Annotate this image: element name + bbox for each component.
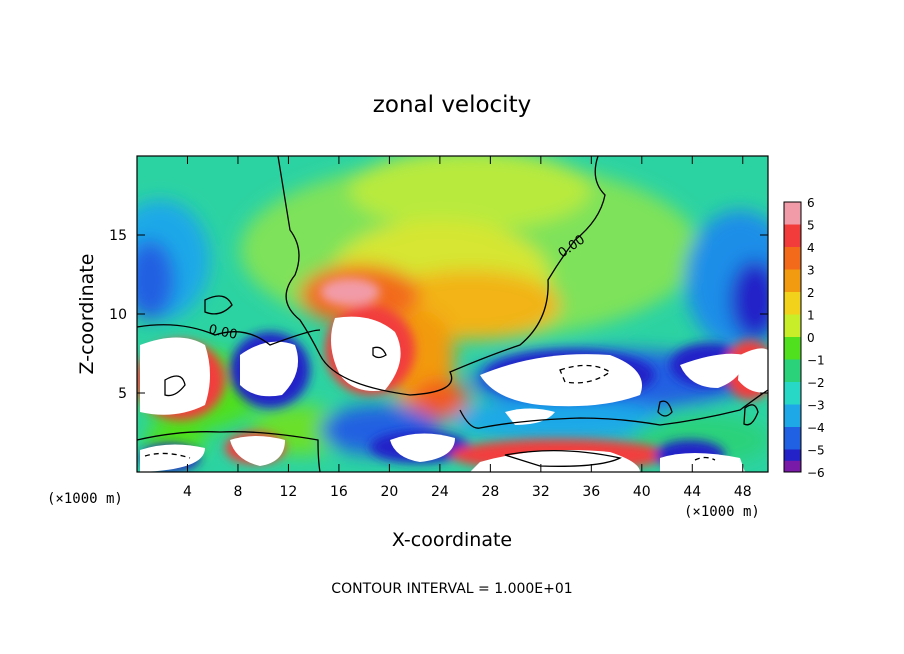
contour-closed-4 bbox=[164, 375, 186, 397]
contour-closed-6 bbox=[504, 450, 622, 467]
chart-title: zonal velocity bbox=[373, 92, 531, 118]
colorbar-label: 0 bbox=[807, 331, 815, 345]
contour-closed-1 bbox=[204, 295, 233, 315]
contour-interval-note: CONTOUR INTERVAL = 1.000E+01 bbox=[331, 581, 572, 597]
x-axis-title: X-coordinate bbox=[392, 529, 512, 551]
y-axis-title: Z-coordinate bbox=[76, 254, 98, 375]
x-tick-label: 16 bbox=[330, 484, 348, 500]
colorbar-swatch bbox=[784, 382, 801, 405]
x-tick-label: 44 bbox=[683, 484, 701, 500]
zero-contour-lower bbox=[137, 324, 768, 472]
colorbar-swatch bbox=[784, 427, 801, 450]
x-unit-label-right: (×1000 m) bbox=[684, 504, 760, 520]
colorbar-label: 2 bbox=[807, 286, 815, 300]
colorbar-label: 1 bbox=[807, 309, 815, 323]
x-tick-label: 48 bbox=[734, 484, 752, 500]
contour-label-left: 0.00 bbox=[207, 322, 238, 343]
colorbar-label: −6 bbox=[807, 466, 825, 480]
contour-dashed-1 bbox=[559, 364, 612, 384]
colorbar-swatch bbox=[784, 269, 801, 293]
y-tick-label: 15 bbox=[109, 228, 127, 244]
colorbar: 6 5 4 3 2 1 0 −1 −2 −3 −4 −5 −6 bbox=[783, 196, 825, 480]
colorbar-label: −5 bbox=[807, 444, 825, 458]
colorbar-label: −2 bbox=[807, 376, 825, 390]
colorbar-frame bbox=[783, 201, 802, 473]
contour-dashed-3 bbox=[694, 456, 716, 461]
contour-closed-3 bbox=[743, 404, 759, 426]
zero-contour-upper bbox=[277, 156, 606, 396]
x-tick-label: 24 bbox=[431, 484, 449, 500]
x-axis-ticks: 4 8 12 16 20 24 28 32 36 40 44 48 bbox=[183, 156, 752, 500]
colorbar-label: 6 bbox=[807, 196, 815, 210]
colorbar-label: −3 bbox=[807, 399, 825, 413]
colorbar-swatch bbox=[784, 292, 801, 315]
colorbar-swatch bbox=[784, 359, 801, 383]
colorbar-swatch bbox=[784, 247, 801, 270]
colorbar-swatch bbox=[784, 202, 801, 225]
colorbar-label: 4 bbox=[807, 241, 815, 255]
heatmap-field bbox=[137, 156, 768, 472]
colorbar-label: 3 bbox=[807, 264, 815, 278]
x-tick-label: 12 bbox=[280, 484, 298, 500]
x-tick-label: 4 bbox=[183, 484, 192, 500]
colorbar-label: −1 bbox=[807, 354, 825, 368]
colorbar-swatch bbox=[784, 314, 801, 338]
x-tick-label: 20 bbox=[380, 484, 398, 500]
y-tick-label: 10 bbox=[109, 307, 127, 323]
x-tick-label: 28 bbox=[481, 484, 499, 500]
contour-closed-5 bbox=[372, 346, 387, 359]
x-unit-label-left: (×1000 m) bbox=[47, 491, 123, 507]
colorbar-label: 5 bbox=[807, 219, 815, 233]
x-tick-label: 36 bbox=[582, 484, 600, 500]
colorbar-label: −4 bbox=[807, 421, 825, 435]
x-tick-label: 32 bbox=[532, 484, 550, 500]
contour-closed-2 bbox=[657, 400, 673, 417]
colorbar-swatch bbox=[784, 337, 801, 360]
x-tick-label: 8 bbox=[233, 484, 242, 500]
colorbar-swatch bbox=[784, 224, 801, 248]
y-tick-label: 5 bbox=[118, 386, 127, 402]
contour-dashed-2 bbox=[144, 452, 191, 459]
colorbar-swatch bbox=[784, 460, 801, 472]
contour-lines bbox=[137, 156, 768, 472]
y-axis-ticks: 5 10 15 bbox=[109, 228, 768, 402]
x-tick-label: 40 bbox=[633, 484, 651, 500]
colorbar-swatch bbox=[784, 404, 801, 428]
